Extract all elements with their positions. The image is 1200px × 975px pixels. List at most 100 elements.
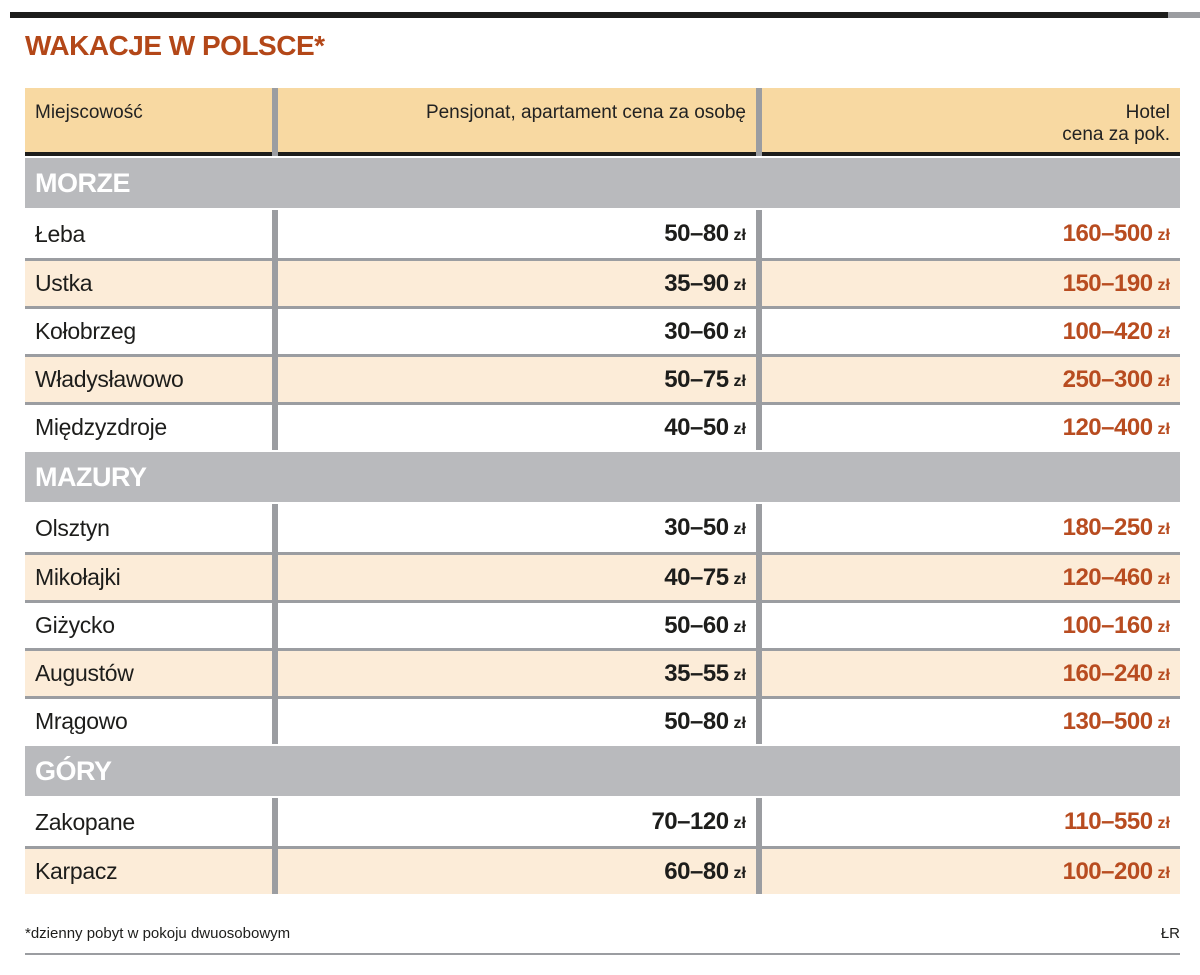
currency-unit: zł xyxy=(733,521,746,538)
currency-unit: zł xyxy=(733,666,746,684)
pension-price-value: 50–80 xyxy=(664,220,729,247)
hotel-price-cell: 100–200 zł xyxy=(762,849,1180,894)
pension-price-cell: 40–50 zł xyxy=(278,405,756,450)
hotel-price-value: 110–550 xyxy=(1063,808,1153,835)
table-row: Władysławowo 50–75 zł 250–300 zł xyxy=(25,354,1180,402)
column-divider xyxy=(756,405,762,450)
currency-unit: zł xyxy=(1157,276,1170,294)
currency-unit: zł xyxy=(733,276,746,294)
hotel-price-value: 150–190 xyxy=(1062,269,1153,297)
hotel-price-value: 100–200 xyxy=(1062,857,1153,885)
header-hotel-line2: cena za pok. xyxy=(1062,124,1170,145)
table-header-row: Miejscowość Pensjonat, apartament cena z… xyxy=(25,88,1180,156)
page-title: WAKACJE W POLSCE* xyxy=(25,30,325,61)
column-divider xyxy=(756,555,762,600)
place-name: Mrągowo xyxy=(35,708,128,734)
currency-unit: zł xyxy=(1157,618,1170,636)
pension-price-value: 60–80 xyxy=(664,857,729,885)
place-cell: Władysławowo xyxy=(25,357,272,402)
hotel-price-cell: 100–160 zł xyxy=(762,603,1180,648)
table-row: Łeba 50–80 zł 160–500 zł xyxy=(25,210,1180,258)
hotel-price-cell: 130–500 zł xyxy=(762,699,1180,744)
place-cell: Augustów xyxy=(25,651,272,696)
column-divider xyxy=(756,357,762,402)
column-divider xyxy=(272,651,278,696)
currency-unit: zł xyxy=(733,227,746,244)
hotel-price-cell: 120–400 zł xyxy=(762,405,1180,450)
column-divider xyxy=(272,849,278,894)
pension-price-cell: 50–80 zł xyxy=(278,210,756,258)
column-divider xyxy=(756,261,762,306)
currency-unit: zł xyxy=(1157,372,1170,390)
hotel-price-cell: 160–500 zł xyxy=(762,210,1180,258)
place-name: Mikołajki xyxy=(35,564,121,590)
hotel-price-value: 130–500 xyxy=(1062,707,1153,735)
column-divider xyxy=(756,651,762,696)
hotel-price-cell: 160–240 zł xyxy=(762,651,1180,696)
column-divider xyxy=(756,849,762,894)
hotel-price-value: 100–420 xyxy=(1062,317,1153,345)
place-cell: Kołobrzeg xyxy=(25,309,272,354)
hotel-price-cell: 110–550 zł xyxy=(762,798,1180,846)
pension-price-value: 50–80 xyxy=(664,707,729,735)
table-row: Karpacz 60–80 zł 100–200 zł xyxy=(25,846,1180,894)
column-divider xyxy=(272,699,278,744)
section-header-morze: MORZE xyxy=(25,158,1180,208)
pension-price-cell: 40–75 zł xyxy=(278,555,756,600)
column-divider xyxy=(756,699,762,744)
hotel-price-cell: 150–190 zł xyxy=(762,261,1180,306)
place-cell: Karpacz xyxy=(25,849,272,894)
pension-price-cell: 30–60 zł xyxy=(278,309,756,354)
column-divider xyxy=(756,798,762,846)
bottom-rule-bar xyxy=(25,953,1180,955)
pension-price-value: 30–50 xyxy=(664,514,729,541)
column-divider xyxy=(272,309,278,354)
column-divider xyxy=(272,261,278,306)
header-pension-price: Pensjonat, apartament cena za osobę xyxy=(278,88,756,156)
pension-price-cell: 70–120 zł xyxy=(278,798,756,846)
column-divider xyxy=(272,504,278,552)
column-divider xyxy=(272,405,278,450)
column-divider xyxy=(272,555,278,600)
author-credit: ŁR xyxy=(1160,925,1180,942)
currency-unit: zł xyxy=(1157,227,1170,244)
currency-unit: zł xyxy=(1157,714,1170,732)
top-rule-bar xyxy=(10,12,1168,18)
place-cell: Łeba xyxy=(25,210,272,258)
column-divider xyxy=(272,88,278,156)
column-divider xyxy=(756,88,762,156)
hotel-price-value: 160–500 xyxy=(1062,220,1153,247)
currency-unit: zł xyxy=(733,714,746,732)
column-divider xyxy=(756,309,762,354)
column-divider xyxy=(272,357,278,402)
hotel-price-cell: 100–420 zł xyxy=(762,309,1180,354)
header-location: Miejscowość xyxy=(25,88,272,156)
column-divider xyxy=(272,210,278,258)
footer: *dzienny pobyt w pokoju dwuosobowym ŁR xyxy=(25,925,1180,942)
place-name: Augustów xyxy=(35,660,134,686)
place-cell: Mrągowo xyxy=(25,699,272,744)
footnote: *dzienny pobyt w pokoju dwuosobowym xyxy=(25,925,291,942)
currency-unit: zł xyxy=(1157,324,1170,342)
hotel-price-cell: 180–250 zł xyxy=(762,504,1180,552)
hotel-price-cell: 250–300 zł xyxy=(762,357,1180,402)
place-name: Ustka xyxy=(35,270,93,296)
place-name: Olsztyn xyxy=(35,514,110,541)
pension-price-cell: 60–80 zł xyxy=(278,849,756,894)
currency-unit: zł xyxy=(1157,666,1170,684)
currency-unit: zł xyxy=(1157,815,1170,832)
pension-price-value: 50–60 xyxy=(664,611,729,639)
section-header-góry: GÓRY xyxy=(25,746,1180,796)
pension-price-value: 35–55 xyxy=(664,659,729,687)
currency-unit: zł xyxy=(733,324,746,342)
column-divider xyxy=(756,210,762,258)
place-cell: Giżycko xyxy=(25,603,272,648)
table-row: Mikołajki 40–75 zł 120–460 zł xyxy=(25,552,1180,600)
hotel-price-value: 180–250 xyxy=(1062,514,1153,541)
currency-unit: zł xyxy=(733,372,746,390)
hotel-price-value: 100–160 xyxy=(1062,611,1153,639)
place-name: Giżycko xyxy=(35,612,115,638)
column-divider xyxy=(756,504,762,552)
header-hotel-line1: Hotel xyxy=(1125,102,1170,123)
pension-price-cell: 50–75 zł xyxy=(278,357,756,402)
